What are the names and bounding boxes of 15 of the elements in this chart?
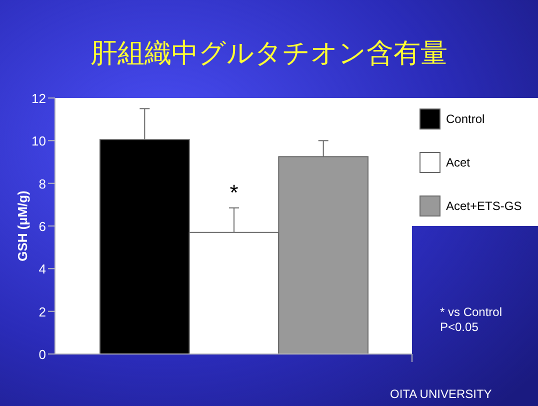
chart-title: 肝組織中グルタチオン含有量 <box>90 38 448 68</box>
y-tick-label: 2 <box>38 304 46 320</box>
y-tick-label: 6 <box>38 219 46 234</box>
y-tick-label: 12 <box>32 91 46 106</box>
text: OITA UNIVERSITY <box>390 387 492 401</box>
y-tick-label: 8 <box>38 176 46 192</box>
text: * vs Control P<0.05 <box>440 305 502 334</box>
y-tick-label: 4 <box>38 262 46 277</box>
y-tick-label: 0 <box>38 347 46 362</box>
y-axis-title: GSH (μM/g) <box>15 190 30 262</box>
y-tick-label: 10 <box>32 134 46 149</box>
legend-label: Acet <box>446 156 471 170</box>
annotation: * <box>230 180 239 205</box>
legend-label: Control <box>446 112 485 126</box>
legend-label: Acet+ETS-GS <box>446 199 522 213</box>
